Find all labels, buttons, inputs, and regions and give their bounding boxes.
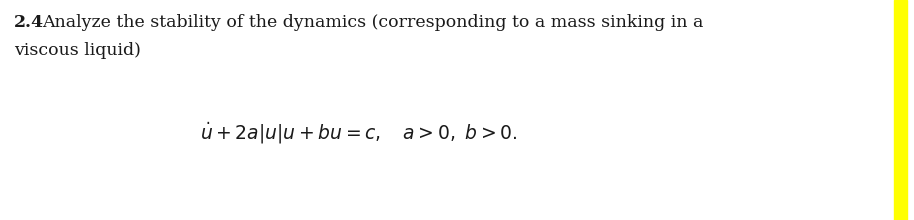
Text: Analyze the stability of the dynamics (corresponding to a mass sinking in a: Analyze the stability of the dynamics (c… (42, 14, 704, 31)
Text: 2.4: 2.4 (14, 14, 44, 31)
Text: $\dot{u} + 2a|u|u + bu = c, \quad a > 0,\ b > 0.$: $\dot{u} + 2a|u|u + bu = c, \quad a > 0,… (200, 120, 517, 145)
Text: viscous liquid): viscous liquid) (14, 42, 141, 59)
